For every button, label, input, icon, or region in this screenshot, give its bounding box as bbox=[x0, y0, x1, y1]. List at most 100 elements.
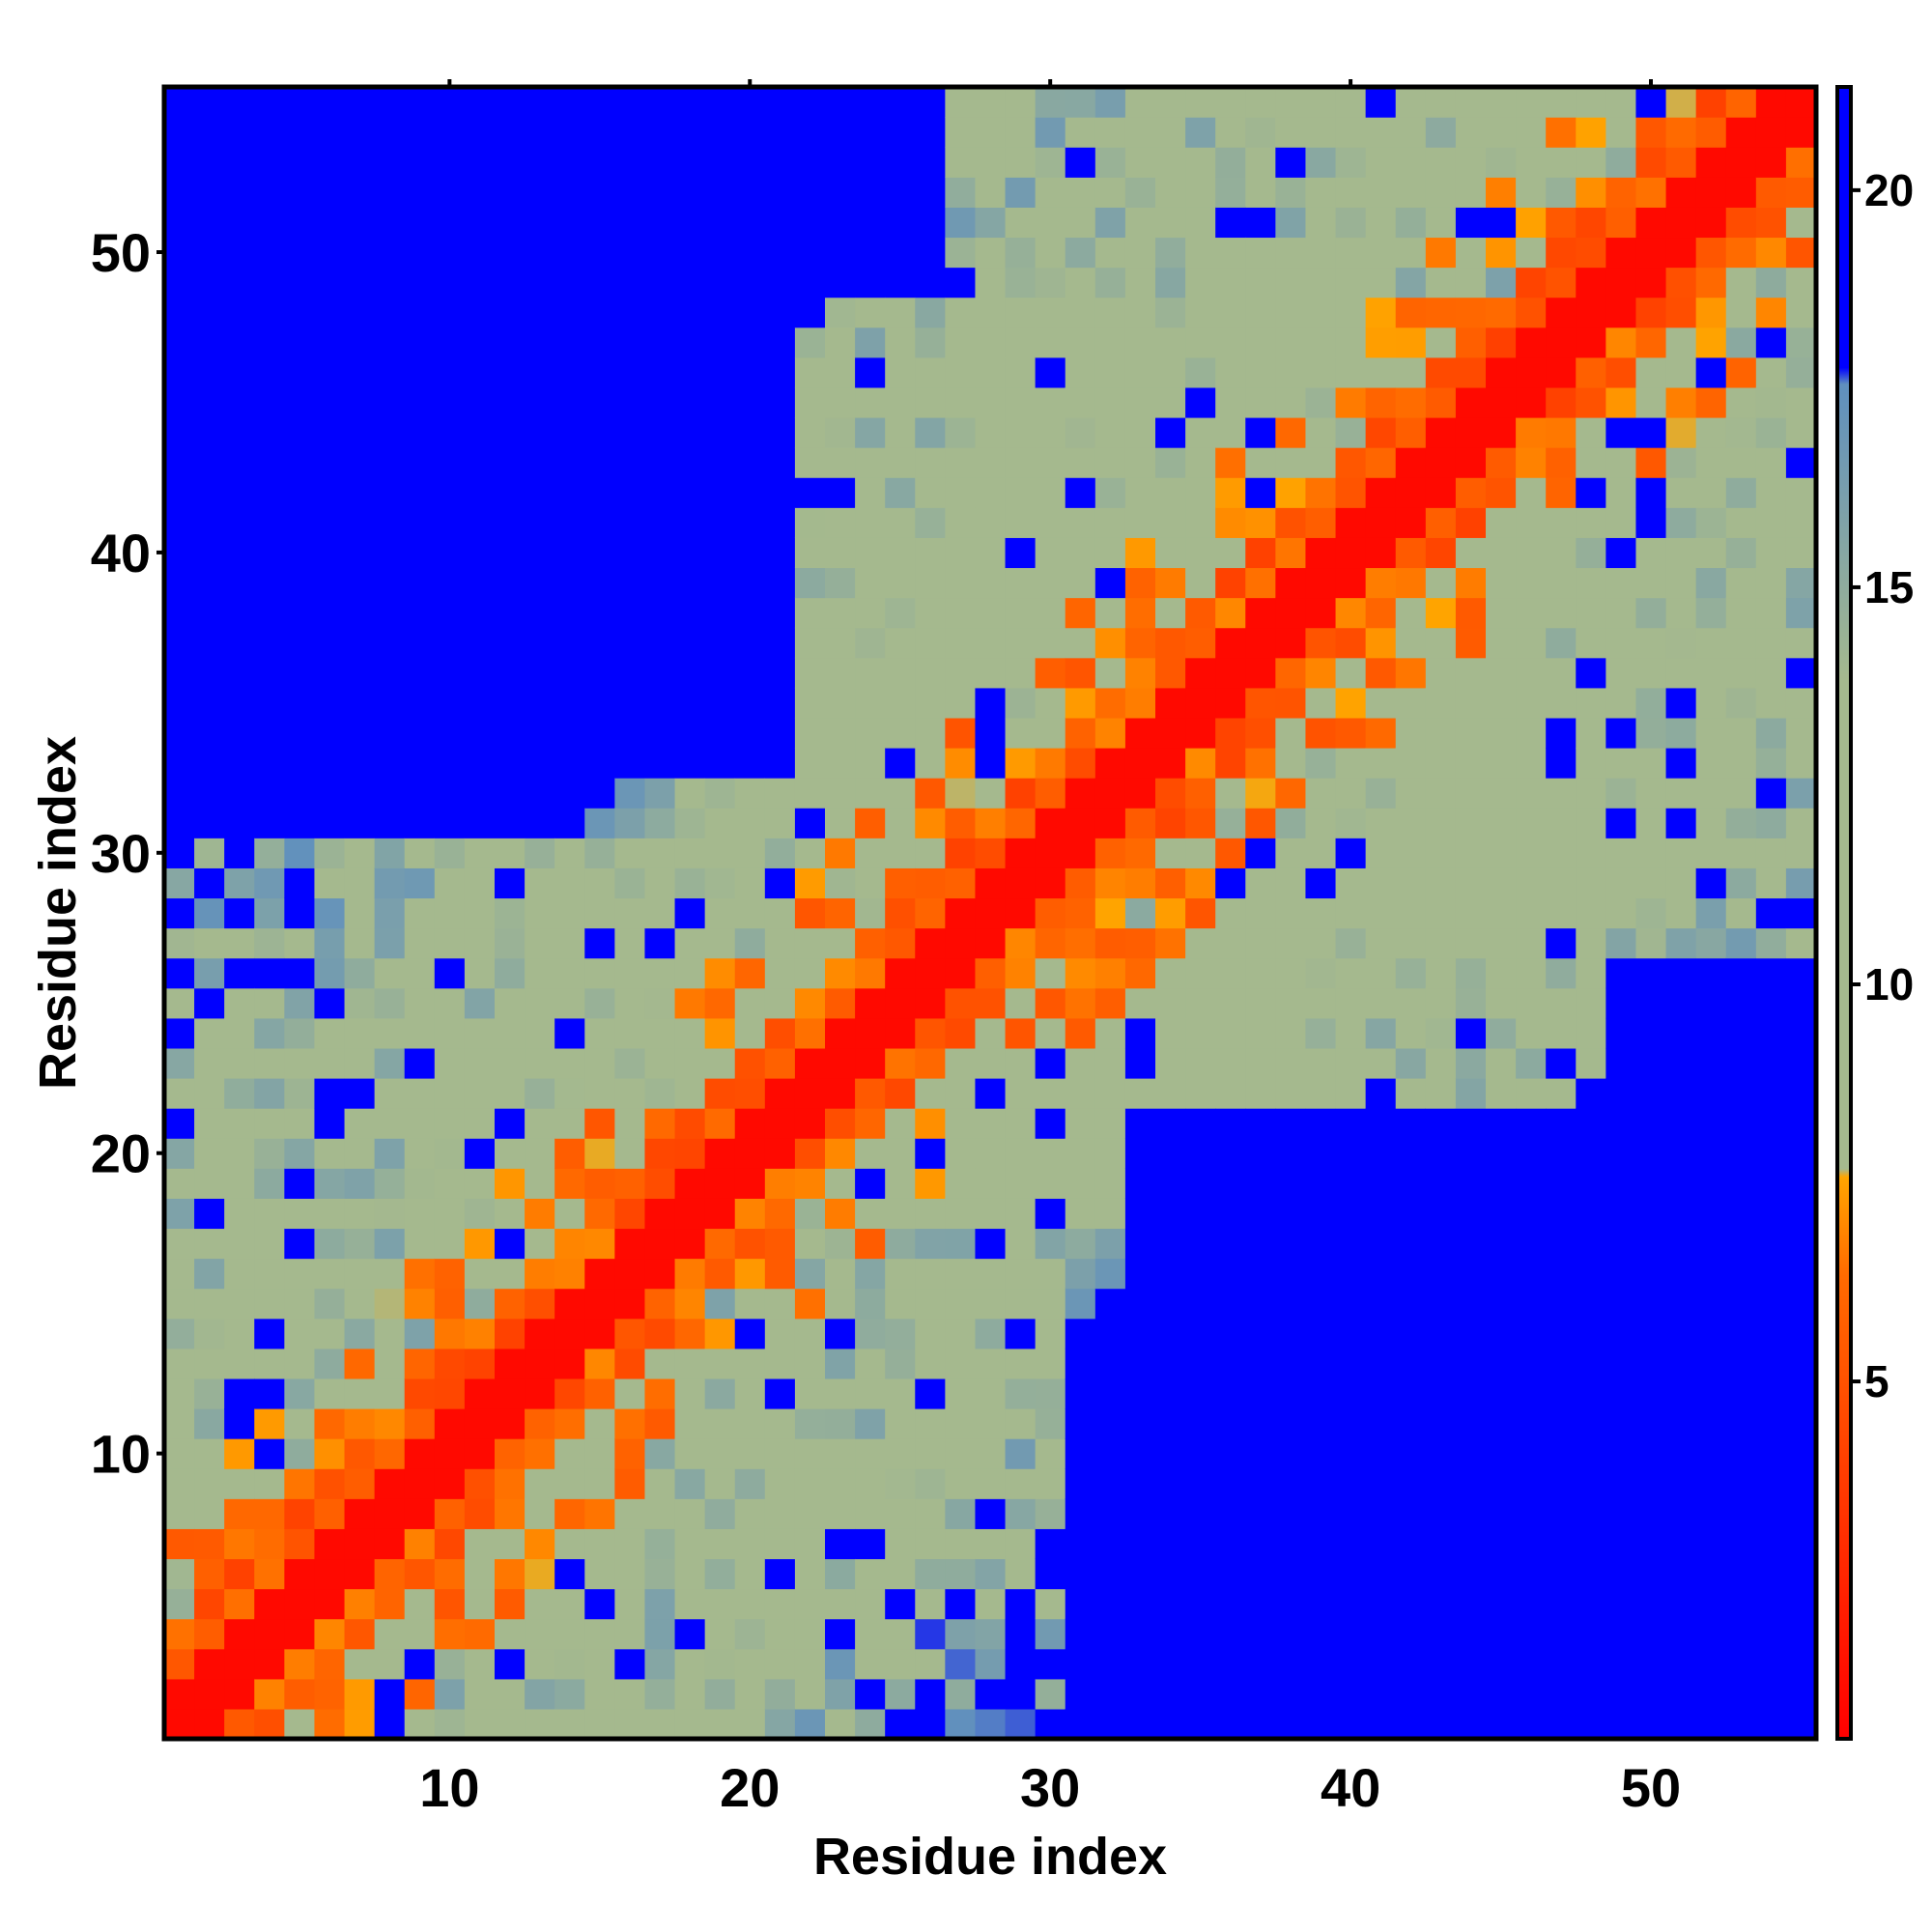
heatmap-cell bbox=[1035, 1258, 1066, 1290]
heatmap-cell bbox=[1635, 1228, 1667, 1260]
heatmap-cell bbox=[1516, 1708, 1547, 1740]
heatmap-cell bbox=[344, 567, 376, 599]
heatmap-cell bbox=[224, 808, 255, 838]
heatmap-cell bbox=[1275, 1017, 1307, 1049]
heatmap-cell bbox=[644, 838, 676, 868]
heatmap-cell bbox=[1035, 717, 1066, 749]
heatmap-cell bbox=[1035, 687, 1066, 719]
heatmap-cell bbox=[1035, 1047, 1066, 1079]
heatmap-cell bbox=[584, 1288, 615, 1320]
heatmap-cell bbox=[254, 1348, 285, 1379]
heatmap-cell bbox=[284, 1047, 316, 1079]
heatmap-cell bbox=[1695, 417, 1727, 448]
heatmap-cell bbox=[464, 1618, 496, 1650]
heatmap-cell bbox=[1185, 117, 1216, 148]
heatmap-cell bbox=[704, 627, 736, 659]
heatmap-cell bbox=[1365, 927, 1397, 959]
heatmap-cell bbox=[1425, 1047, 1457, 1079]
heatmap-cell bbox=[1245, 117, 1276, 148]
heatmap-cell bbox=[885, 507, 916, 538]
heatmap-cell bbox=[975, 447, 1007, 478]
heatmap-cell bbox=[915, 327, 946, 358]
heatmap-cell bbox=[855, 687, 886, 719]
heatmap-cell bbox=[1665, 867, 1697, 899]
heatmap-cell bbox=[794, 297, 826, 328]
heatmap-cell bbox=[495, 417, 526, 448]
heatmap-cell bbox=[374, 867, 406, 899]
heatmap-cell bbox=[1155, 597, 1186, 629]
heatmap-cell bbox=[434, 1648, 466, 1680]
heatmap-cell bbox=[1124, 1648, 1156, 1680]
heatmap-cell bbox=[464, 386, 496, 418]
heatmap-cell bbox=[855, 207, 886, 239]
heatmap-cell bbox=[344, 987, 376, 1019]
heatmap-cell bbox=[885, 687, 916, 719]
heatmap-cell bbox=[1155, 356, 1186, 388]
heatmap-cell bbox=[1335, 147, 1367, 178]
heatmap-cell bbox=[945, 1378, 977, 1409]
heatmap-cell bbox=[1425, 417, 1457, 448]
heatmap-cell bbox=[554, 597, 585, 629]
heatmap-cell bbox=[644, 1378, 676, 1409]
heatmap-cell bbox=[1395, 1438, 1427, 1469]
heatmap-cell bbox=[825, 687, 856, 719]
heatmap-cell bbox=[284, 1198, 316, 1230]
heatmap-cell bbox=[945, 447, 977, 478]
heatmap-cell bbox=[1755, 1078, 1787, 1109]
heatmap-cell bbox=[554, 1588, 585, 1620]
heatmap-cell bbox=[554, 417, 585, 448]
heatmap-cell bbox=[344, 1228, 376, 1260]
heatmap-cell bbox=[885, 1228, 916, 1260]
heatmap-cell bbox=[525, 327, 555, 358]
heatmap-cell bbox=[1155, 507, 1186, 538]
heatmap-cell bbox=[434, 1198, 466, 1230]
heatmap-cell bbox=[704, 867, 736, 899]
heatmap-cell bbox=[374, 1288, 406, 1320]
heatmap-cell bbox=[674, 267, 706, 298]
heatmap-cell bbox=[1516, 1198, 1547, 1230]
heatmap-cell bbox=[1215, 1047, 1246, 1079]
heatmap-cell bbox=[1365, 1468, 1397, 1499]
heatmap-cell bbox=[945, 987, 977, 1019]
heatmap-cell bbox=[495, 657, 526, 689]
heatmap-cell bbox=[1395, 117, 1427, 148]
heatmap-cell bbox=[1576, 838, 1606, 868]
heatmap-cell bbox=[1635, 87, 1667, 118]
heatmap-cell bbox=[734, 417, 766, 448]
heatmap-cell bbox=[404, 1348, 436, 1379]
heatmap-cell bbox=[734, 507, 766, 538]
heatmap-cell bbox=[1094, 386, 1126, 418]
heatmap-cell bbox=[1576, 207, 1606, 239]
heatmap-cell bbox=[1576, 1078, 1606, 1109]
heatmap-cell bbox=[1094, 537, 1126, 569]
heatmap-cell bbox=[1395, 808, 1427, 838]
heatmap-cell bbox=[1155, 1558, 1186, 1590]
heatmap-cell bbox=[1486, 1348, 1517, 1379]
heatmap-cell bbox=[1425, 1618, 1457, 1650]
heatmap-cell bbox=[164, 507, 195, 538]
heatmap-cell bbox=[734, 1408, 766, 1439]
heatmap-cell bbox=[1094, 1588, 1126, 1620]
heatmap-cell bbox=[1365, 507, 1397, 538]
heatmap-cell bbox=[194, 778, 225, 809]
heatmap-cell bbox=[644, 507, 676, 538]
heatmap-cell bbox=[525, 297, 555, 328]
heatmap-cell bbox=[1215, 417, 1246, 448]
heatmap-cell bbox=[915, 117, 946, 148]
heatmap-cell bbox=[1755, 897, 1787, 929]
heatmap-cell bbox=[885, 717, 916, 749]
heatmap-cell bbox=[1245, 356, 1276, 388]
heatmap-cell bbox=[554, 297, 585, 328]
heatmap-cell bbox=[525, 237, 555, 269]
heatmap-cell bbox=[314, 1108, 346, 1139]
heatmap-cell bbox=[614, 1708, 646, 1740]
heatmap-cell bbox=[495, 987, 526, 1019]
heatmap-cell bbox=[1516, 1438, 1547, 1469]
heatmap-cell bbox=[1755, 1498, 1787, 1529]
heatmap-cell bbox=[674, 1017, 706, 1049]
heatmap-cell bbox=[344, 1318, 376, 1350]
heatmap-cell bbox=[495, 1678, 526, 1710]
heatmap-cell bbox=[1215, 1588, 1246, 1620]
heatmap-cell bbox=[374, 627, 406, 659]
heatmap-cell bbox=[1335, 327, 1367, 358]
